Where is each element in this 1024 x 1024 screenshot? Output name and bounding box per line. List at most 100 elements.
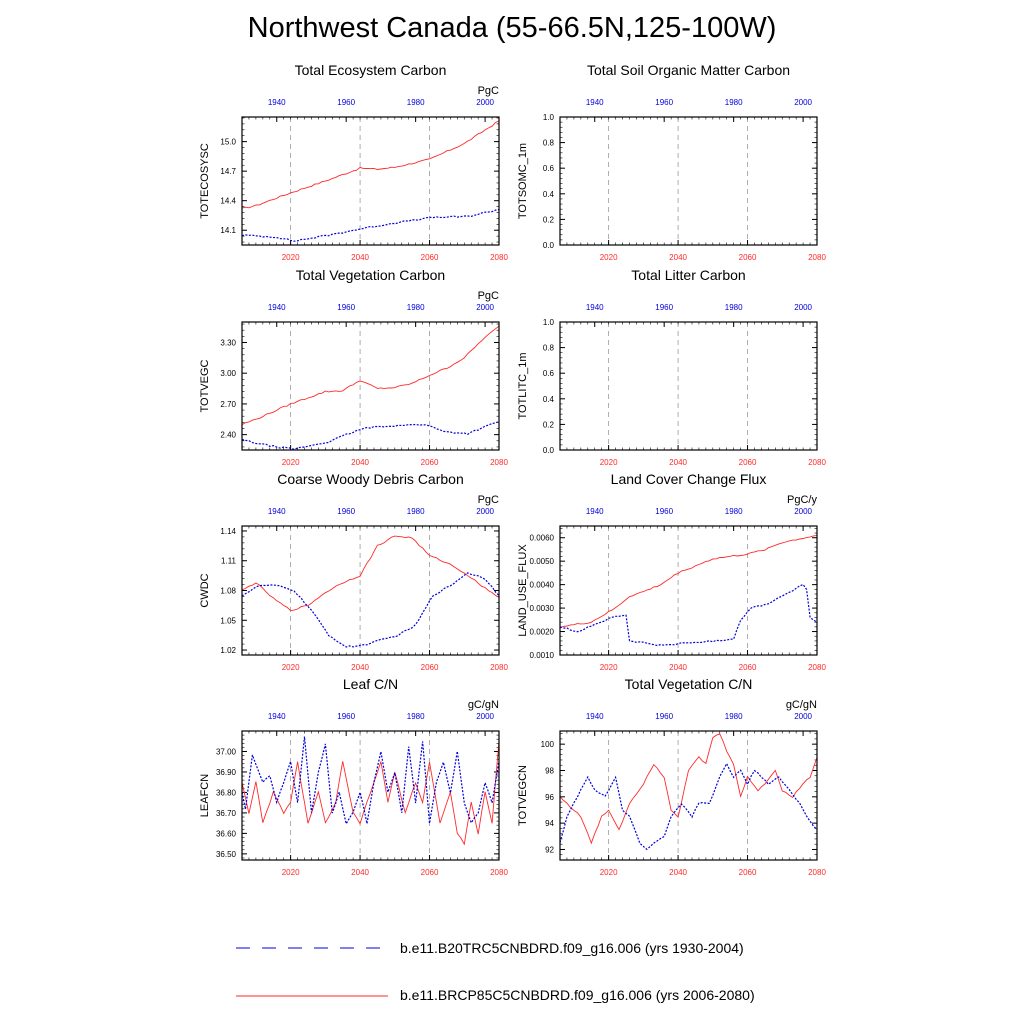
x-tick-label-top: 1960 (337, 98, 355, 107)
panel-title: Total Litter Carbon (631, 267, 745, 283)
x-tick-label-top: 1940 (268, 98, 286, 107)
x-tick-label-bottom: 2060 (421, 868, 439, 877)
y-axis-label: LAND_USE_FLUX (517, 544, 529, 637)
panel-title: Coarse Woody Debris Carbon (277, 471, 464, 487)
y-tick-label: 1.08 (220, 587, 236, 596)
panel-8: Total Vegetation C/N gC/gN TOTVEGCN 92 94 96 9… (517, 676, 826, 877)
panel-frame (559, 730, 818, 861)
series-line-historical (241, 420, 500, 450)
x-tick-label-top: 1980 (407, 507, 425, 516)
x-tick-label-top: 2000 (794, 98, 812, 107)
y-tick-label: 36.60 (216, 829, 237, 838)
units-label: PgC (478, 85, 499, 97)
x-tick-label-top: 1980 (725, 507, 743, 516)
y-tick-label: 14.1 (220, 226, 236, 235)
x-tick-label-top: 1940 (268, 712, 286, 721)
x-tick-label-bottom: 2040 (669, 663, 687, 672)
x-tick-label-bottom: 2060 (739, 253, 757, 262)
panel-3: Total Vegetation Carbon PgC TOTVEGC 2.40 2.7… (199, 267, 508, 467)
x-tick-label-bottom: 2020 (600, 663, 618, 672)
x-tick-label-top: 1940 (586, 507, 604, 516)
x-tick-label-bottom: 2060 (421, 253, 439, 262)
y-tick-label: 0.0030 (530, 604, 555, 613)
panel-frame (241, 730, 500, 861)
panel-2: Total Soil Organic Matter Carbon TOTSOMC_… (517, 62, 826, 262)
x-tick-label-bottom: 2040 (351, 868, 369, 877)
x-tick-label-bottom: 2040 (669, 458, 687, 467)
y-tick-label: 36.50 (216, 850, 237, 859)
x-tick-label-top: 1960 (337, 712, 355, 721)
x-tick-label-bottom: 2060 (421, 663, 439, 672)
y-tick-label: 37.00 (216, 747, 237, 756)
y-tick-label: 1.14 (220, 527, 236, 536)
x-tick-label-top: 1940 (586, 303, 604, 312)
y-tick-label: 36.90 (216, 768, 237, 777)
x-tick-label-bottom: 2080 (490, 868, 508, 877)
x-tick-label-top: 1960 (655, 712, 673, 721)
x-tick-label-top: 1960 (337, 507, 355, 516)
units-label: PgC (478, 494, 499, 506)
panel-6: Land Cover Change Flux PgC/y LAND_USE_FLUX… (517, 471, 826, 672)
y-tick-label: 0.2 (543, 215, 555, 224)
x-tick-label-bottom: 2020 (600, 458, 618, 467)
panel-title: Total Vegetation Carbon (296, 267, 445, 283)
y-tick-label: 0.2 (543, 420, 555, 429)
x-tick-label-top: 1960 (337, 303, 355, 312)
x-tick-label-top: 1980 (725, 712, 743, 721)
units-label: gC/gN (786, 699, 817, 711)
panel-title: Total Vegetation C/N (625, 676, 753, 692)
y-axis-label: TOTLITC_1m (517, 352, 529, 419)
series-line-historical (241, 209, 500, 242)
x-tick-label-bottom: 2060 (739, 868, 757, 877)
series-line-historical (559, 762, 818, 851)
x-tick-label-bottom: 2020 (282, 253, 300, 262)
panel-7: Leaf C/N gC/gN LEAFCN 36.50 36.60 36.70 36.80 3… (199, 676, 508, 877)
x-tick-label-bottom: 2040 (351, 253, 369, 262)
y-tick-label: 1.11 (221, 557, 237, 566)
y-tick-label: 0.0 (543, 241, 555, 250)
y-tick-label: 2.40 (220, 431, 236, 440)
x-tick-label-bottom: 2040 (669, 253, 687, 262)
x-tick-label-bottom: 2060 (421, 458, 439, 467)
x-tick-label-bottom: 2080 (808, 458, 826, 467)
x-tick-label-bottom: 2080 (808, 868, 826, 877)
y-tick-label: 14.7 (220, 167, 236, 176)
series-line-historical (241, 572, 500, 648)
x-tick-label-top: 2000 (476, 712, 494, 721)
panel-frame (559, 525, 818, 656)
y-tick-label: 0.4 (543, 395, 555, 404)
x-tick-label-bottom: 2080 (490, 663, 508, 672)
y-tick-label: 1.0 (543, 318, 555, 327)
panel-title: Total Soil Organic Matter Carbon (587, 62, 790, 78)
legend-label-historical: b.e11.B20TRC5CNBDRD.f09_g16.006 (yrs 193… (400, 940, 744, 956)
y-tick-label: 0.4 (543, 190, 555, 199)
y-tick-label: 36.80 (216, 788, 237, 797)
panel-5: Coarse Woody Debris Carbon PgC CWDC 1.02 1.0… (199, 471, 508, 672)
legend-label-future: b.e11.BRCP85C5CNBDRD.f09_g16.006 (yrs 20… (400, 987, 755, 1003)
x-tick-label-bottom: 2020 (600, 253, 618, 262)
panel-frame (559, 116, 818, 246)
x-tick-label-bottom: 2020 (282, 868, 300, 877)
x-tick-label-top: 2000 (794, 507, 812, 516)
y-tick-label: 98 (545, 766, 554, 775)
y-tick-label: 3.00 (220, 369, 236, 378)
y-tick-label: 96 (545, 793, 554, 802)
x-tick-label-top: 1960 (655, 98, 673, 107)
x-tick-label-bottom: 2080 (808, 253, 826, 262)
x-tick-label-bottom: 2020 (600, 868, 618, 877)
x-tick-label-top: 1980 (725, 98, 743, 107)
y-axis-label: TOTSOMC_1m (517, 143, 529, 219)
x-tick-label-bottom: 2020 (282, 663, 300, 672)
x-tick-label-bottom: 2020 (282, 458, 300, 467)
y-tick-label: 0.0050 (530, 557, 555, 566)
panel-title: Leaf C/N (343, 676, 398, 692)
y-tick-label: 0.6 (543, 164, 555, 173)
x-tick-label-bottom: 2040 (351, 458, 369, 467)
panel-frame (241, 321, 500, 451)
x-tick-label-top: 1980 (407, 98, 425, 107)
series-line-historical (559, 583, 818, 647)
x-tick-label-bottom: 2060 (739, 458, 757, 467)
y-tick-label: 36.70 (216, 809, 237, 818)
legend (236, 947, 388, 997)
y-tick-label: 0.0010 (530, 651, 555, 660)
